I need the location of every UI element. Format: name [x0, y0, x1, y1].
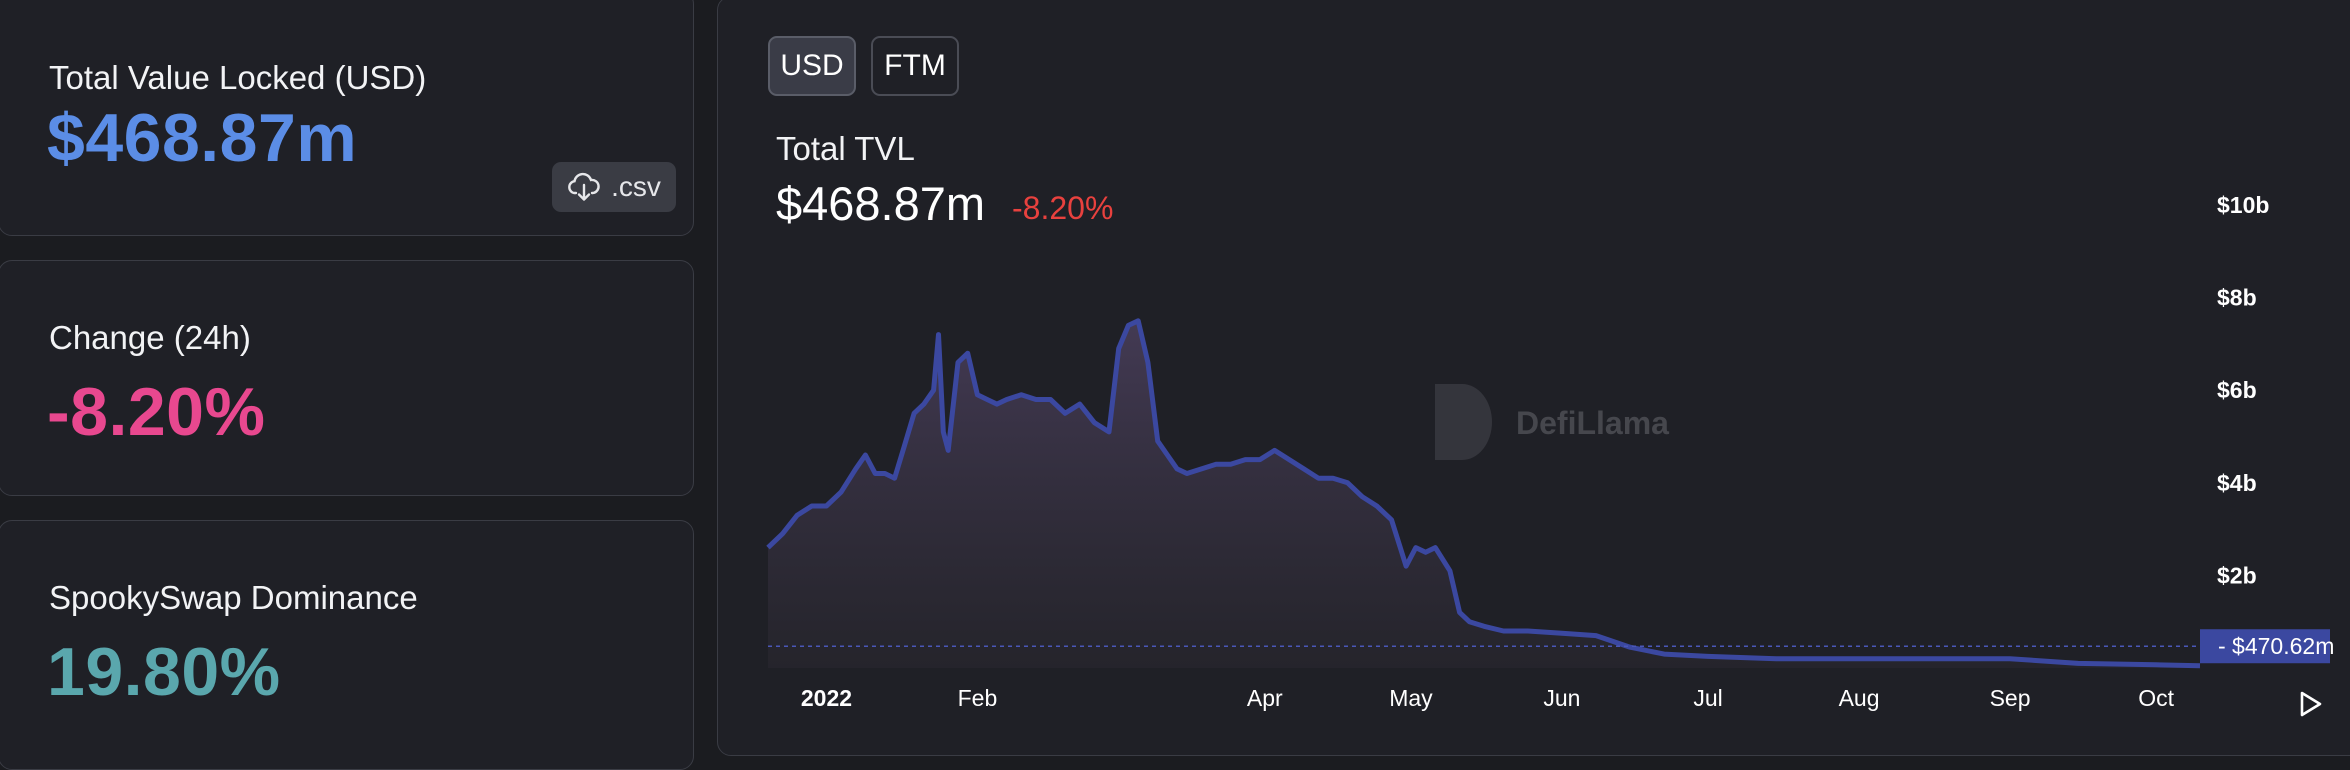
- defillama-logo-icon: [1435, 384, 1492, 460]
- dominance-label: SpookySwap Dominance: [49, 579, 418, 616]
- current-value-label: - $470.62m: [2218, 633, 2334, 659]
- stat-card-dominance: SpookySwap Dominance 19.80%: [0, 520, 694, 770]
- y-tick-label: $2b: [2217, 562, 2257, 588]
- change-value: -8.20%: [47, 374, 266, 450]
- x-tick-label: Oct: [2138, 685, 2174, 711]
- toggle-usd[interactable]: USD: [768, 36, 856, 96]
- watermark: DefiLlama: [1435, 384, 1669, 460]
- cloud-download-icon: [568, 172, 600, 201]
- y-tick-label: $10b: [2217, 192, 2269, 218]
- csv-label: .csv: [611, 171, 661, 202]
- chart-current-value: $468.87m: [776, 177, 986, 230]
- current-value-badge: [2200, 629, 2330, 664]
- chart-change: -8.20%: [1012, 190, 1114, 226]
- change-label: Change (24h): [49, 319, 251, 356]
- x-tick-label: Jul: [1693, 685, 1722, 711]
- y-tick-label: $6b: [2217, 377, 2257, 403]
- x-tick-label: Sep: [1990, 685, 2031, 711]
- x-tick-label: Feb: [958, 685, 998, 711]
- x-tick-label: May: [1389, 685, 1433, 711]
- tvl-label: Total Value Locked (USD): [49, 59, 427, 96]
- toggle-ftm[interactable]: FTM: [871, 36, 959, 96]
- stat-card-tvl: Total Value Locked (USD) $468.87m .csv: [0, 0, 694, 236]
- x-tick-label: Apr: [1247, 685, 1283, 711]
- tvl-area-chart[interactable]: DefiLlama 2022 Feb Apr May Jun Jul Aug Sep Oct $…: [0, 0, 2350, 736]
- play-icon[interactable]: [2298, 690, 2324, 718]
- download-csv-button[interactable]: .csv: [552, 162, 676, 212]
- tvl-area-fill: [768, 320, 2200, 668]
- y-tick-label: $8b: [2217, 285, 2257, 311]
- y-tick-label: $4b: [2217, 470, 2257, 496]
- x-tick-label: 2022: [801, 685, 852, 711]
- tvl-series-line: [766, 318, 2201, 669]
- watermark-text: DefiLlama: [1516, 405, 1669, 441]
- tvl-value: $468.87m: [47, 100, 358, 176]
- dominance-value: 19.80%: [47, 634, 281, 710]
- stat-card-change: Change (24h) -8.20%: [0, 260, 694, 496]
- x-tick-label: Aug: [1839, 685, 1880, 711]
- chart-title: Total TVL: [776, 130, 915, 167]
- x-tick-label: Jun: [1543, 685, 1580, 711]
